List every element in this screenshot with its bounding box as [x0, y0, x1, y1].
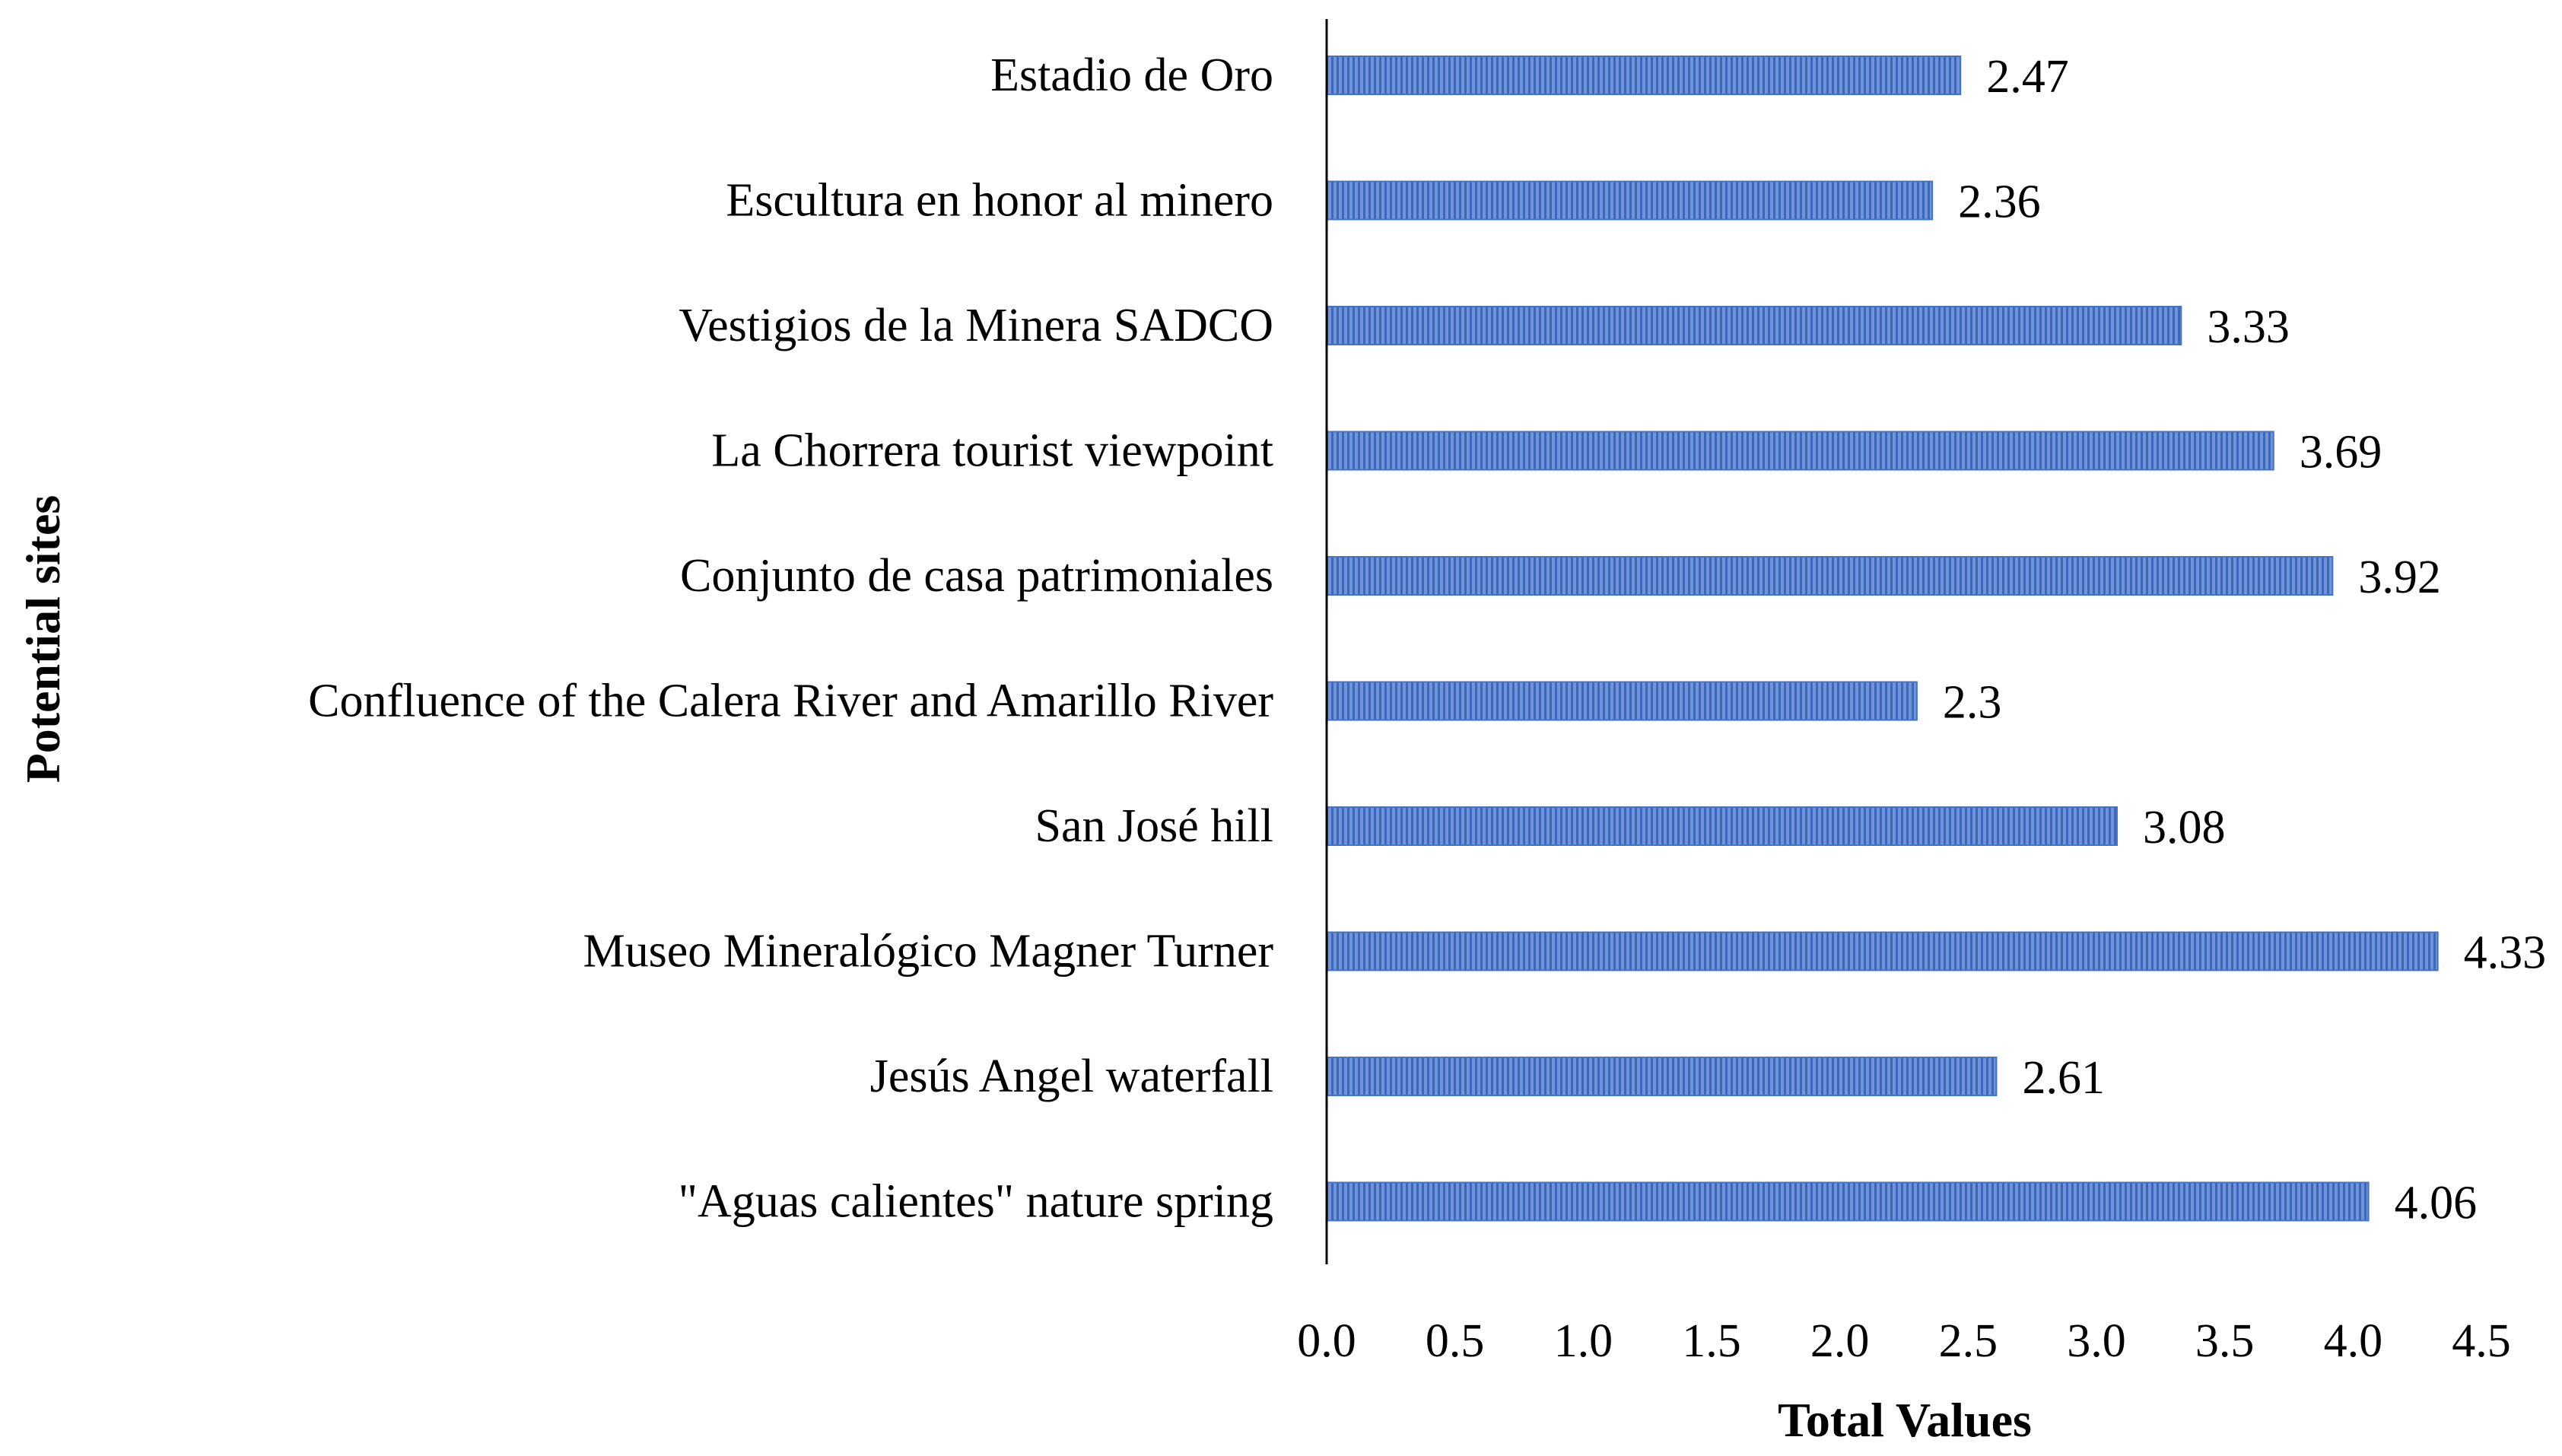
bars-layer: [1326, 56, 2439, 1222]
labels-layer: Estadio de Oro 2.47 Escultura en honor al …: [308, 49, 2546, 1229]
category-label: "Aguas calientes" nature spring: [679, 1176, 1273, 1228]
category-label: San José hill: [1035, 800, 1273, 852]
data-label: 4.33: [2464, 927, 2547, 979]
x-tick-label: 0.0: [1297, 1315, 1356, 1367]
x-tick-label: 2.0: [1810, 1315, 1870, 1367]
category-label: La Chorrera tourist viewpoint: [711, 425, 1273, 477]
data-label: 3.33: [2207, 301, 2290, 353]
category-label: Vestigios de la Minera SADCO: [679, 300, 1273, 351]
bar: [1326, 180, 1934, 221]
x-tick-label: 4.0: [2324, 1315, 2383, 1367]
category-label: Jesús Angel waterfall: [870, 1051, 1273, 1102]
x-axis-title: Total Values: [1778, 1393, 2032, 1447]
category-label: Estadio de Oro: [990, 49, 1273, 101]
bar: [1326, 1181, 2370, 1222]
bar: [1326, 556, 2334, 596]
bar: [1326, 431, 2274, 471]
bar: [1326, 681, 1918, 721]
y-axis-title: Potential sites: [16, 495, 70, 784]
x-tick-label: 4.5: [2452, 1315, 2511, 1367]
category-label: Conjunto de casa patrimoniales: [680, 550, 1273, 602]
bar: [1326, 931, 2439, 971]
x-tick-label: 2.5: [1939, 1315, 1998, 1367]
data-label: 3.69: [2300, 427, 2382, 478]
data-label: 2.36: [1958, 176, 2041, 228]
category-label: Museo Mineralógico Magner Turner: [583, 926, 1274, 978]
bar: [1326, 1057, 1998, 1096]
bar: [1326, 56, 1962, 95]
bar: [1326, 306, 2182, 345]
data-label: 3.92: [2358, 552, 2441, 603]
category-label: Confluence of the Calera River and Amari…: [308, 676, 1273, 727]
category-label: Escultura en honor al minero: [726, 175, 1273, 227]
x-tick-label: 1.5: [1682, 1315, 1741, 1367]
x-tick-label: 3.5: [2195, 1315, 2255, 1367]
data-label: 2.3: [1943, 677, 2002, 729]
data-label: 4.06: [2395, 1178, 2478, 1229]
x-tick-label: 0.5: [1426, 1315, 1485, 1367]
x-tick-label: 1.0: [1554, 1315, 1613, 1367]
data-label: 2.47: [1986, 51, 2069, 103]
x-tick-label: 3.0: [2067, 1315, 2126, 1367]
data-label: 3.08: [2143, 802, 2226, 854]
axis-layer: 0.0 0.5 1.0 1.5 2.0 2.5 3.0 3.5 4.0 4.5: [1297, 19, 2511, 1367]
bar: [1326, 806, 2118, 846]
data-label: 2.61: [2022, 1052, 2105, 1104]
